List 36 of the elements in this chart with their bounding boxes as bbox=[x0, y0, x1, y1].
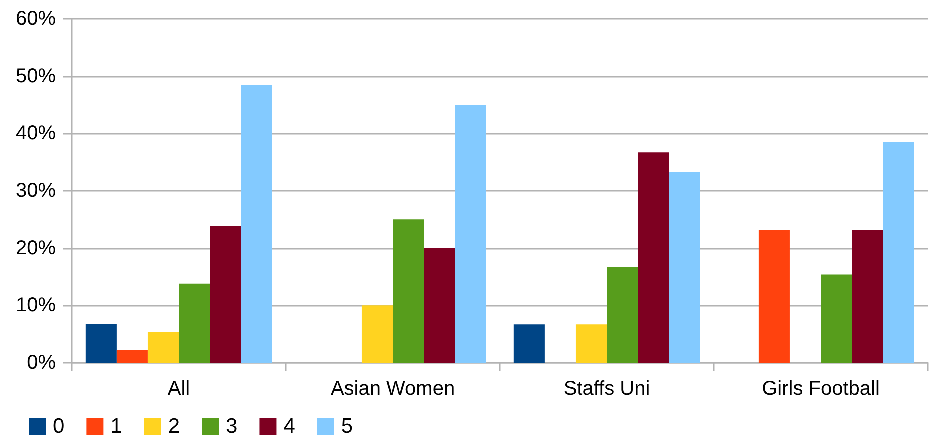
bar bbox=[210, 226, 242, 363]
y-tick-label: 30% bbox=[16, 180, 56, 202]
legend-label: 0 bbox=[53, 415, 65, 438]
bar bbox=[241, 86, 272, 363]
x-tick-label: All bbox=[168, 378, 190, 400]
bar bbox=[362, 306, 393, 363]
bar bbox=[86, 324, 117, 363]
x-tick-label: Girls Football bbox=[762, 378, 880, 400]
bar bbox=[455, 105, 486, 363]
y-tick-label: 60% bbox=[16, 8, 56, 30]
bar bbox=[393, 220, 424, 363]
bar bbox=[821, 274, 852, 363]
bar bbox=[424, 248, 456, 363]
bar bbox=[148, 332, 179, 363]
bar bbox=[883, 142, 914, 363]
legend-label: 4 bbox=[284, 415, 296, 438]
bar bbox=[638, 152, 670, 363]
bar bbox=[116, 350, 148, 363]
x-tick-label: Staffs Uni bbox=[564, 378, 650, 400]
y-tick-label: 10% bbox=[16, 294, 56, 317]
bar bbox=[669, 172, 700, 363]
y-tick-label: 0% bbox=[27, 352, 56, 374]
x-tick-label: Asian Women bbox=[330, 378, 456, 400]
y-tick-label: 40% bbox=[16, 122, 56, 145]
bar bbox=[758, 230, 790, 363]
legend-label: 5 bbox=[341, 415, 354, 438]
bar bbox=[576, 324, 607, 363]
y-tick-label: 20% bbox=[16, 237, 56, 260]
bar bbox=[179, 284, 210, 363]
y-tick-label: 50% bbox=[16, 65, 56, 88]
legend-label: 3 bbox=[226, 415, 238, 438]
legend-label: 1 bbox=[110, 415, 122, 438]
bar bbox=[514, 324, 545, 363]
legend-label: 2 bbox=[168, 415, 180, 438]
bar bbox=[607, 267, 638, 363]
bar bbox=[852, 230, 884, 363]
